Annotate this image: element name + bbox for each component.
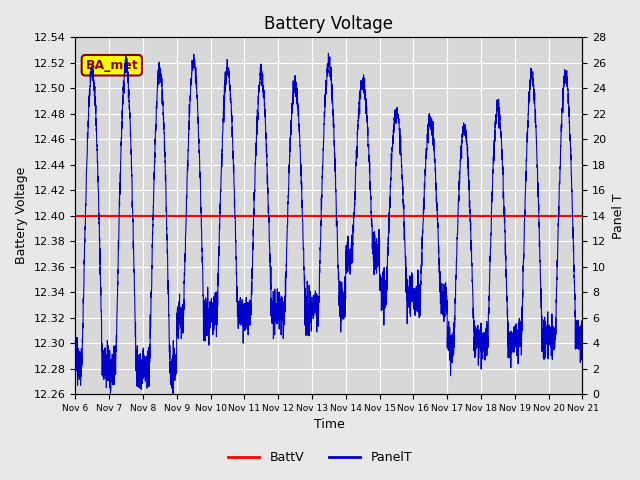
PanelT xyxy=(324,50,332,56)
PanelT xyxy=(72,355,79,361)
PanelT xyxy=(579,323,586,328)
PanelT xyxy=(312,313,320,319)
PanelT xyxy=(563,81,571,87)
PanelT xyxy=(538,329,546,335)
PanelT xyxy=(285,186,292,192)
Legend: BattV, PanelT: BattV, PanelT xyxy=(223,446,417,469)
Y-axis label: Battery Voltage: Battery Voltage xyxy=(15,167,28,264)
BattV xyxy=(105,213,113,218)
PanelT xyxy=(440,291,448,297)
Line: PanelT: PanelT xyxy=(76,53,582,394)
Title: Battery Voltage: Battery Voltage xyxy=(264,15,394,33)
PanelT xyxy=(107,391,115,397)
X-axis label: Time: Time xyxy=(314,419,344,432)
Text: BA_met: BA_met xyxy=(85,59,138,72)
Y-axis label: Panel T: Panel T xyxy=(612,193,625,239)
BattV xyxy=(72,213,79,218)
PanelT xyxy=(289,99,296,105)
